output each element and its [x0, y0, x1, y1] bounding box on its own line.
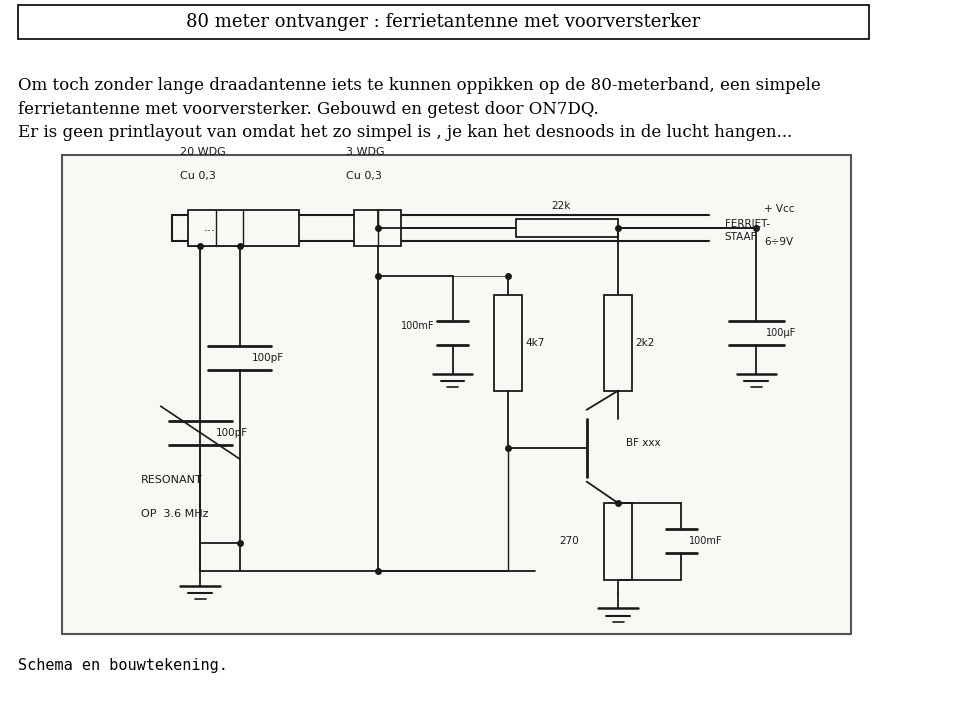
- Bar: [604, 295, 633, 391]
- Text: Cu 0,3: Cu 0,3: [180, 171, 216, 182]
- Bar: [493, 295, 522, 391]
- Text: 100mF: 100mF: [689, 536, 723, 546]
- Text: RESONANT: RESONANT: [141, 475, 203, 486]
- Text: 80 meter ontvanger : ferrietantenne met voorversterker: 80 meter ontvanger : ferrietantenne met …: [186, 13, 700, 31]
- Text: 22k: 22k: [551, 201, 570, 211]
- Bar: [604, 503, 633, 580]
- Text: 270: 270: [559, 536, 579, 546]
- Text: + Vcc: + Vcc: [764, 203, 795, 214]
- Text: 100pF: 100pF: [216, 427, 248, 438]
- Bar: [354, 210, 401, 246]
- Text: FERRIET-: FERRIET-: [725, 219, 770, 229]
- Text: STAAF: STAAF: [725, 232, 757, 242]
- Text: 100mF: 100mF: [401, 321, 435, 331]
- Text: 100pF: 100pF: [252, 353, 283, 363]
- Text: OP  3.6 MHz: OP 3.6 MHz: [141, 509, 208, 519]
- Bar: [188, 210, 299, 246]
- Text: ferrietantenne met voorversterker. Gebouwd en getest door ON7DQ.: ferrietantenne met voorversterker. Gebou…: [17, 101, 598, 118]
- Text: BF xxx: BF xxx: [626, 439, 660, 448]
- Text: Om toch zonder lange draadantenne iets te kunnen oppikken op de 80-meterband, ee: Om toch zonder lange draadantenne iets t…: [17, 77, 821, 94]
- Text: 6÷9V: 6÷9V: [764, 237, 793, 247]
- Text: 20 WDG: 20 WDG: [180, 147, 227, 158]
- Text: Er is geen printlayout van omdat het zo simpel is , je kan het desnoods in de lu: Er is geen printlayout van omdat het zo …: [17, 124, 792, 141]
- Text: 4k7: 4k7: [525, 338, 544, 348]
- Text: Schema en bouwtekening.: Schema en bouwtekening.: [17, 658, 228, 673]
- Text: ...: ...: [204, 221, 216, 234]
- Text: 100µF: 100µF: [766, 328, 796, 338]
- Text: Cu 0,3: Cu 0,3: [346, 171, 382, 182]
- Text: 3 WDG: 3 WDG: [346, 147, 385, 158]
- Bar: [516, 219, 618, 237]
- Bar: [62, 155, 851, 634]
- Text: 2k2: 2k2: [636, 338, 655, 348]
- Bar: [17, 5, 869, 39]
